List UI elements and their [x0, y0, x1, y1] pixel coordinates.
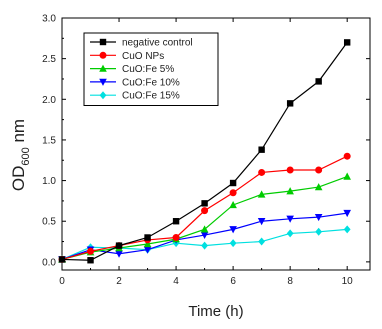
data-point	[144, 234, 151, 241]
y-tick-label: 0.0	[42, 257, 56, 268]
y-axis-title: OD600 nm	[9, 119, 32, 191]
data-point	[115, 242, 123, 249]
data-point	[143, 246, 152, 254]
legend-label: CuO:Fe 15%	[122, 91, 180, 102]
legend-item: negative control	[90, 38, 193, 49]
data-point	[143, 239, 152, 248]
legend-marker	[99, 64, 107, 72]
data-point	[258, 237, 266, 246]
data-point	[201, 207, 209, 215]
data-point	[229, 239, 237, 248]
data-point	[315, 227, 323, 236]
data-point	[258, 168, 266, 176]
x-tick-label: 6	[230, 276, 236, 287]
data-point	[315, 78, 322, 85]
data-point	[200, 231, 209, 240]
y-tick-label: 1.0	[42, 176, 56, 187]
data-point	[343, 172, 351, 180]
series-0	[58, 39, 351, 264]
data-point	[87, 257, 94, 264]
legend-label: CuO:Fe 5%	[122, 64, 174, 75]
data-point	[286, 187, 294, 195]
data-point	[286, 215, 294, 223]
data-point	[343, 152, 351, 160]
legend-label: CuO NPs	[122, 51, 164, 62]
x-tick-label: 4	[173, 276, 179, 287]
x-tick-label: 2	[116, 276, 122, 287]
data-point	[315, 166, 323, 174]
x-axis-title: Time (h)	[188, 303, 243, 320]
data-point	[343, 225, 351, 234]
legend-marker	[99, 38, 107, 46]
data-point	[201, 241, 208, 250]
data-point	[200, 225, 209, 233]
data-point	[343, 39, 351, 46]
data-point	[343, 209, 351, 218]
legend-item: CuO:Fe 5%	[90, 64, 174, 75]
data-point	[286, 166, 294, 174]
legend-label: CuO:Fe 10%	[122, 77, 180, 88]
legend-marker	[99, 51, 107, 59]
legend: negative control CuO NPs CuO:Fe 5% CuO:Fe 1…	[83, 32, 219, 106]
data-point	[229, 179, 237, 187]
x-tick-label: 10	[342, 276, 354, 287]
data-point	[258, 146, 265, 153]
legend-item: CuO:Fe 10%	[90, 77, 180, 88]
legend-item: CuO:Fe 15%	[90, 91, 180, 102]
legend-box	[83, 32, 219, 106]
legend-marker	[99, 78, 107, 86]
data-point	[87, 247, 95, 255]
x-tick-label: 0	[59, 276, 65, 287]
data-point	[172, 233, 180, 241]
data-point	[257, 190, 266, 198]
y-axis-title-subscript: 600	[20, 147, 32, 165]
data-point	[257, 218, 266, 226]
y-tick-label: 2.0	[42, 95, 56, 106]
data-point	[201, 200, 208, 207]
data-point	[229, 226, 237, 234]
data-point	[286, 229, 294, 238]
legend-marker	[99, 91, 107, 100]
data-point	[172, 218, 180, 225]
y-tick-label: 0.5	[42, 217, 56, 228]
data-point	[286, 100, 294, 107]
y-axis-title-unit: nm	[9, 119, 28, 147]
data-point	[115, 250, 123, 258]
legend-label: negative control	[122, 38, 193, 49]
data-point	[314, 213, 323, 222]
y-tick-label: 3.0	[42, 14, 56, 25]
y-tick-label: 1.5	[42, 135, 56, 146]
plot-frame	[61, 17, 371, 271]
series-3	[58, 209, 351, 264]
x-tick-label: 8	[287, 276, 293, 287]
y-axis-title-main: OD	[9, 166, 28, 192]
y-tick-label: 2.5	[42, 54, 56, 65]
data-point	[229, 189, 237, 197]
data-point	[58, 256, 66, 263]
data-point	[314, 183, 323, 191]
data-point	[229, 200, 237, 209]
legend-item: CuO NPs	[90, 51, 164, 62]
